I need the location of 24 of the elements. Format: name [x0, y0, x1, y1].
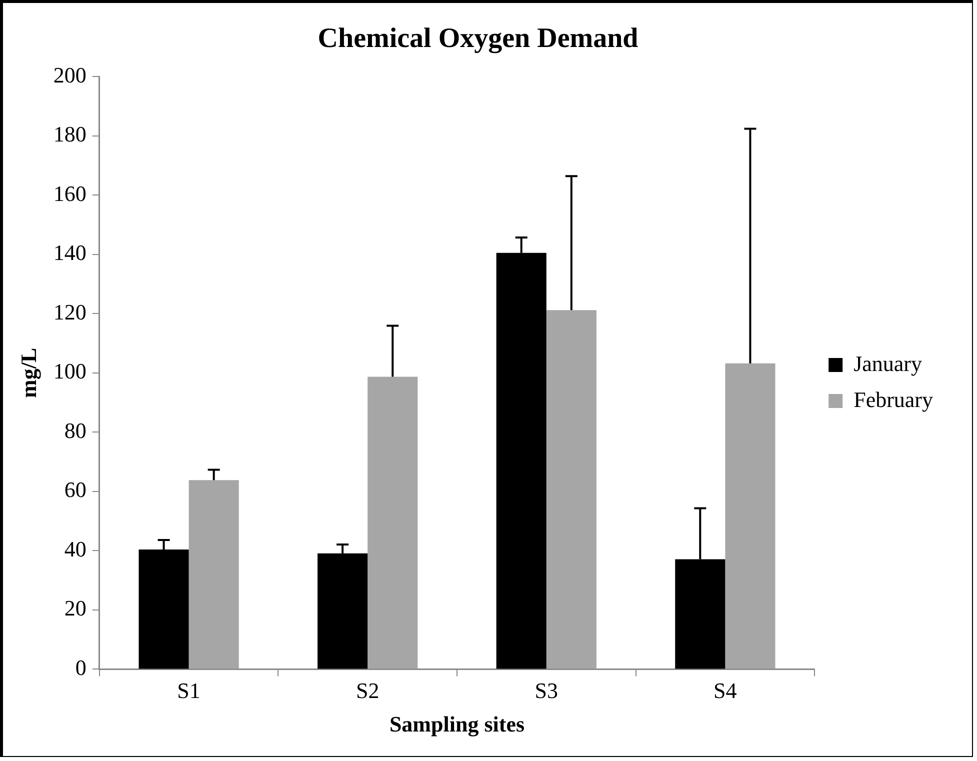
y-tick-label: 40 [64, 536, 86, 562]
x-tick-label: S2 [356, 678, 380, 704]
bar [546, 310, 596, 669]
legend-label: January [854, 350, 922, 376]
y-tick-label: 180 [53, 122, 86, 147]
x-tick-label: S4 [714, 678, 737, 704]
y-tick-label: 200 [53, 62, 86, 88]
y-tick-label: 100 [53, 358, 86, 384]
y-tick-label: 60 [64, 477, 86, 502]
bar [188, 480, 239, 669]
y-axis-title: mg/L [16, 348, 41, 398]
chart-title: Chemical Oxygen Demand [318, 23, 639, 54]
legend-label: February [854, 386, 934, 412]
y-tick-label: 20 [64, 596, 86, 621]
x-axis-title: Sampling sites [389, 711, 525, 736]
y-tick-label: 80 [64, 418, 86, 443]
y-tick-label: 160 [53, 180, 86, 206]
y-tick-label: 140 [53, 240, 86, 266]
y-tick-label: 120 [53, 299, 86, 324]
bar [368, 376, 418, 669]
y-tick-label: 0 [75, 654, 86, 680]
x-tick-label: S1 [177, 678, 200, 704]
bar [725, 363, 776, 669]
x-tick-label: S3 [534, 678, 558, 704]
